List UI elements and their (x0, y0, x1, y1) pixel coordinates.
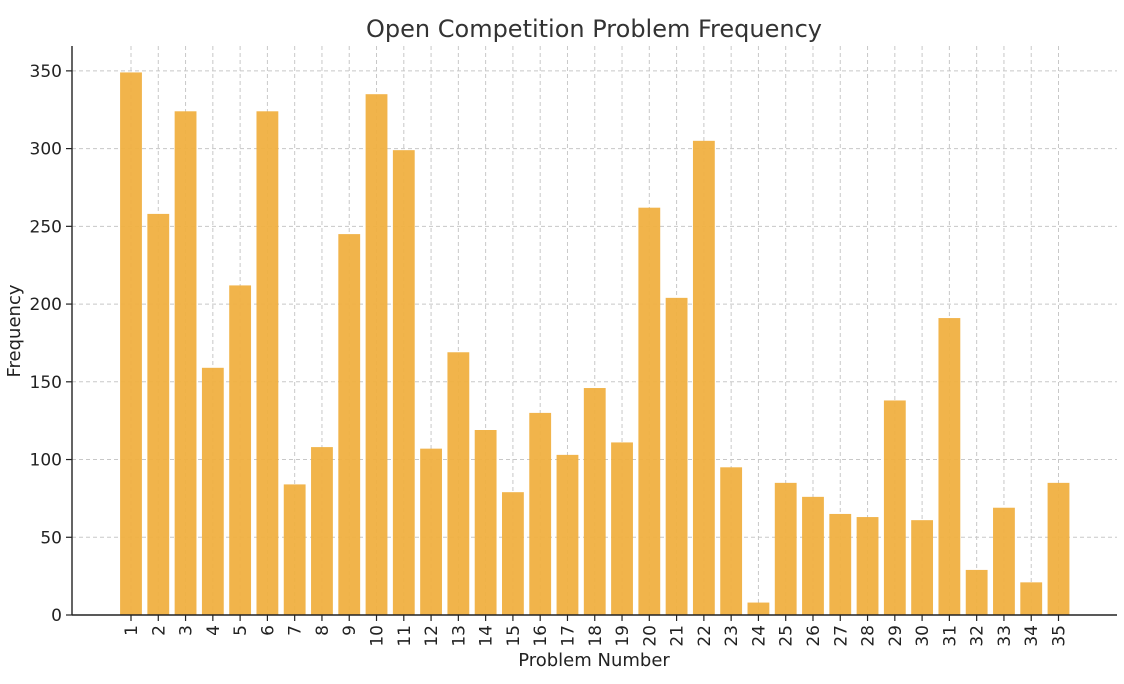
x-tick-label: 27 (831, 625, 851, 647)
bar (829, 513, 852, 615)
bar (120, 72, 142, 616)
bar (993, 507, 1015, 615)
grid (72, 46, 1117, 616)
y-tick-label: 150 (30, 373, 62, 393)
x-tick-label: 25 (777, 625, 797, 647)
bar (665, 297, 688, 615)
bar (583, 388, 606, 615)
bar (447, 352, 470, 615)
y-ticks: 0 50 100 150 200 250 300 350 (30, 62, 72, 626)
x-tick-label: 28 (859, 625, 879, 647)
bar (802, 496, 824, 615)
bar (174, 111, 197, 616)
x-tick-label: 33 (995, 625, 1015, 647)
bar (720, 467, 743, 615)
x-tick-label: 18 (586, 625, 606, 647)
x-tick-label: 35 (1050, 625, 1070, 647)
x-tick-label: 31 (940, 625, 960, 647)
bar (502, 492, 524, 615)
bar (556, 454, 579, 615)
x-tick-label: 7 (286, 625, 306, 636)
bar (283, 484, 306, 615)
x-tick-label: 15 (504, 625, 524, 647)
bar (1047, 482, 1070, 615)
x-tick-label: 24 (749, 625, 769, 647)
x-tick-label: 29 (886, 625, 906, 647)
x-tick-label: 12 (422, 625, 442, 647)
bar (338, 234, 361, 616)
y-tick-label: 250 (30, 217, 62, 237)
bar (774, 482, 797, 615)
y-tick-label: 0 (51, 606, 62, 626)
y-tick-label: 50 (40, 528, 62, 548)
bar (692, 140, 715, 616)
x-axis-label: Problem Number (518, 650, 670, 671)
bar (229, 285, 252, 615)
y-tick-label: 100 (30, 451, 62, 471)
x-tick-label: 17 (558, 625, 578, 647)
x-tick-label: 11 (395, 625, 415, 647)
y-tick-label: 350 (30, 62, 62, 82)
x-tick-label: 22 (695, 625, 715, 647)
bar (856, 517, 879, 615)
bar (420, 448, 442, 615)
x-tick-label: 6 (258, 625, 278, 636)
bar (611, 442, 633, 615)
bar (1020, 582, 1043, 615)
x-tick-label: 2 (149, 625, 169, 636)
x-tick-label: 32 (968, 625, 988, 647)
x-tick-label: 10 (368, 625, 388, 647)
bar (965, 569, 988, 615)
x-tick-label: 16 (531, 625, 551, 647)
x-tick-label: 3 (177, 625, 197, 636)
y-axis-label: Frequency (4, 284, 25, 377)
x-tick-label: 34 (1022, 625, 1042, 647)
y-tick-label: 300 (30, 140, 62, 160)
x-tick-label: 8 (313, 625, 333, 636)
x-tick-label: 13 (449, 625, 469, 647)
y-tick-label: 200 (30, 295, 62, 315)
x-tick-label: 9 (340, 625, 360, 636)
x-tick-label: 19 (613, 625, 633, 647)
bars (120, 72, 1070, 616)
bar (311, 447, 333, 615)
bar (911, 520, 934, 615)
x-tick-label: 1 (122, 625, 142, 636)
bar (638, 207, 661, 616)
bar (529, 412, 552, 615)
bar (201, 367, 224, 615)
x-tick-label: 14 (477, 625, 497, 647)
x-tick-label: 26 (804, 625, 824, 647)
x-tick-label: 5 (231, 625, 251, 636)
bar (256, 111, 279, 616)
x-tick-label: 20 (640, 625, 660, 647)
bar (938, 318, 961, 615)
x-tick-label: 30 (913, 625, 933, 647)
bar (392, 150, 415, 616)
x-ticks: 1 2 3 4 5 6 7 8 9 10 11 12 13 14 15 16 17 18 19 20 21 22 23 24 2… (122, 615, 1070, 647)
bar (474, 429, 497, 615)
bar (147, 213, 170, 615)
chart-title: Open Competition Problem Frequency (366, 15, 822, 43)
bar (365, 94, 388, 616)
x-tick-label: 23 (722, 625, 742, 647)
bar (883, 400, 906, 615)
x-tick-label: 4 (204, 625, 224, 636)
x-tick-label: 21 (668, 625, 688, 647)
bar (747, 602, 770, 615)
